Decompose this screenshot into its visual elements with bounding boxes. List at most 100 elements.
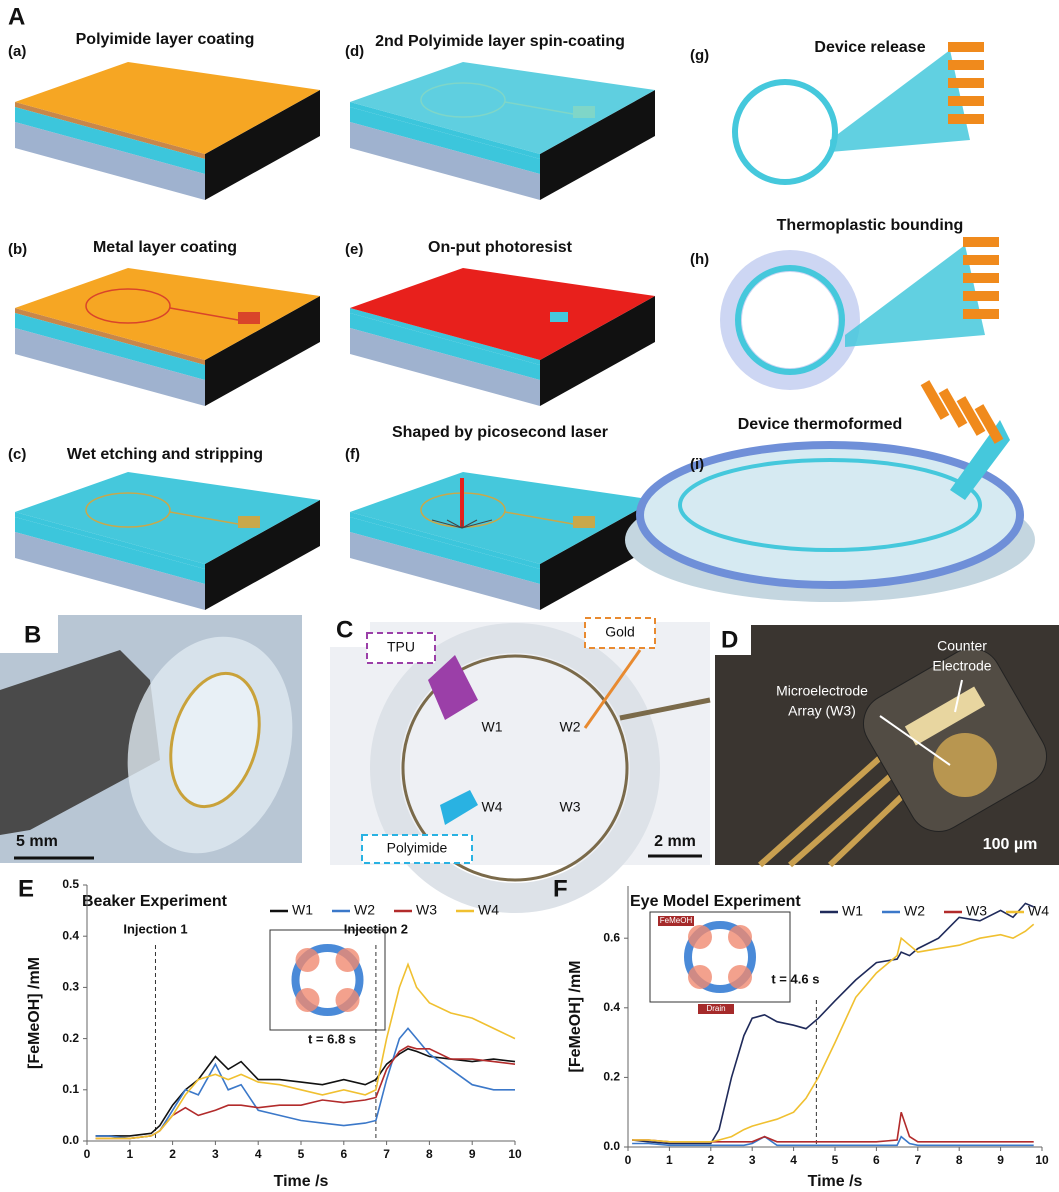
panel-label: A (8, 3, 25, 30)
x-axis-label: Time /s (274, 1173, 329, 1190)
trace (169, 511, 239, 525)
y-tick-label: 0.1 (62, 1082, 79, 1096)
layer (350, 107, 540, 174)
inset-text: Drain (706, 1004, 725, 1013)
panel-label: E (18, 875, 34, 902)
side-face (205, 500, 320, 610)
inset-ring (291, 944, 364, 1016)
inset-ring (684, 921, 756, 993)
leader (954, 679, 963, 713)
chart-title: Beaker Experiment (82, 893, 228, 910)
step-title: Device release (814, 39, 925, 56)
legend-label: W1 (292, 902, 313, 918)
pad (948, 60, 984, 70)
inset-text: FeMeOH (660, 916, 693, 925)
pad (956, 396, 986, 436)
top-face (15, 62, 320, 154)
clamp (0, 650, 160, 835)
series-line (632, 902, 1035, 1145)
step-tag: (h) (690, 251, 709, 268)
legend-label: W2 (354, 902, 375, 918)
step-tag: (g) (690, 47, 709, 64)
panel-label: D (721, 626, 738, 653)
inset-electrode (295, 988, 320, 1012)
scale-label: 5 mm (16, 833, 58, 850)
y-tick-label: 0.2 (603, 1070, 620, 1084)
y-tick-label: 0.5 (62, 877, 79, 891)
y-tick-label: 0.0 (603, 1139, 620, 1153)
series-line (632, 1135, 1034, 1147)
layer (15, 122, 205, 200)
connector (619, 697, 711, 721)
annotation: t = 4.6 s (771, 971, 819, 986)
x-tick-label: 3 (212, 1147, 219, 1161)
material-label: Polyimide (387, 840, 448, 856)
electrode-label: W3 (560, 799, 581, 815)
inset-electrode (728, 965, 752, 989)
layer (350, 512, 540, 569)
chart-title: Eye Model Experiment (630, 893, 801, 910)
step-tag: (a) (8, 43, 26, 60)
side-face (540, 500, 655, 610)
x-tick-label: 0 (625, 1153, 632, 1167)
x-tick-label: 9 (997, 1153, 1004, 1167)
x-tick-label: 8 (426, 1147, 433, 1161)
connector (830, 50, 970, 152)
x-tick-label: 2 (707, 1153, 714, 1167)
inset-caption: t = 6.8 s (308, 1031, 356, 1046)
pad (948, 78, 984, 88)
electrode-label: W1 (482, 719, 503, 735)
pad (573, 106, 595, 118)
poly-box (361, 834, 473, 864)
step-tag: (d) (345, 43, 364, 60)
step-title: Metal layer coating (93, 239, 237, 256)
x-tick-label: 7 (383, 1147, 390, 1161)
pad (963, 291, 999, 301)
pad (238, 516, 260, 528)
pad (948, 114, 984, 124)
x-tick-label: 5 (298, 1147, 305, 1161)
legend-label: W2 (904, 903, 925, 919)
pad (963, 273, 999, 283)
step-title: Thermoplastic bounding (777, 217, 964, 234)
label-box (330, 615, 370, 647)
panel-label: C (336, 616, 353, 643)
layer (15, 308, 205, 365)
dome (636, 441, 1024, 589)
pad (550, 312, 568, 322)
trace (420, 82, 506, 118)
pad (238, 312, 260, 324)
x-tick-label: 0 (84, 1147, 91, 1161)
ring (732, 79, 838, 185)
tpu-box (366, 632, 436, 664)
ring (735, 265, 845, 375)
side-face (205, 296, 320, 406)
gold-mark (583, 649, 642, 729)
step-title: Polyimide layer coating (76, 31, 255, 48)
inset-electrode (688, 965, 712, 989)
pad (573, 516, 595, 528)
layer (15, 102, 205, 159)
tpu-mark (428, 655, 478, 720)
layer (15, 512, 205, 569)
top-face (15, 268, 320, 360)
layer (350, 532, 540, 610)
inset-electrode (335, 948, 360, 972)
label-box (715, 625, 751, 655)
connector (845, 245, 985, 347)
y-tick-label: 0.4 (62, 928, 79, 942)
inset-electrode (295, 948, 320, 972)
x-tick-label: 6 (873, 1153, 880, 1167)
electrode-label: W4 (482, 799, 503, 815)
array (933, 733, 997, 797)
outer-ring (370, 623, 660, 913)
y-axis-label: [FeMeOH] /mM (567, 961, 584, 1073)
x-axis-label: Time /s (808, 1173, 863, 1190)
inset-tag (698, 1004, 734, 1014)
inset-electrode (728, 925, 752, 949)
material-label: TPU (387, 639, 415, 655)
side-face (540, 90, 655, 200)
layer (15, 517, 205, 584)
panel-label: B (24, 621, 41, 648)
legend-label: W1 (842, 903, 863, 919)
